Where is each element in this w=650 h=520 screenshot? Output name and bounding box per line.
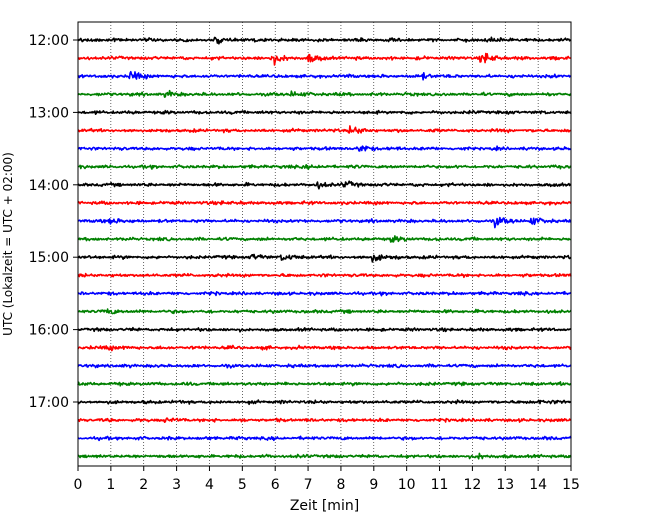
seismogram-trace xyxy=(77,70,572,81)
seismogram-trace xyxy=(77,125,572,134)
seismogram-trace xyxy=(77,36,572,45)
y-tick-label: 17:00 xyxy=(29,395,69,411)
seismogram-trace xyxy=(77,180,572,190)
seismogram-trace xyxy=(77,216,572,229)
seismogram-trace xyxy=(77,200,572,206)
x-tick-label: 14 xyxy=(529,477,547,493)
x-tick-label: 9 xyxy=(369,477,378,493)
seismogram-trace xyxy=(77,290,572,297)
seismogram-trace xyxy=(77,308,572,315)
x-tick-label: 2 xyxy=(139,477,148,493)
x-tick-label: 4 xyxy=(205,477,214,493)
seismogram-trace xyxy=(77,52,572,66)
seismogram-trace xyxy=(77,381,572,387)
x-tick-label: 8 xyxy=(336,477,345,493)
plot-frame xyxy=(77,21,572,467)
seismogram-trace xyxy=(77,435,572,442)
x-tick-label: 6 xyxy=(271,477,280,493)
seismogram-trace xyxy=(77,399,572,406)
y-axis-ticks: 12:00 13:00 14:00 15:00 16:00 17:00 xyxy=(29,33,78,411)
x-tick-label: 3 xyxy=(172,477,181,493)
trace-lines xyxy=(77,36,572,460)
seismogram-trace xyxy=(77,89,572,98)
x-tick-label: 5 xyxy=(238,477,247,493)
x-axis-label: Zeit [min] xyxy=(290,498,359,514)
seismogram-trace xyxy=(77,417,572,424)
y-tick-label: 15:00 xyxy=(29,250,69,266)
y-tick-label: 12:00 xyxy=(29,33,69,49)
seismogram-trace xyxy=(77,452,572,460)
y-tick-label: 16:00 xyxy=(29,323,69,339)
x-tick-label: 0 xyxy=(74,477,83,493)
x-tick-label: 15 xyxy=(562,477,580,493)
grid-lines xyxy=(110,22,539,466)
x-axis-ticks: 0 1 2 3 4 5 6 7 8 9 10 11 12 13 14 15 xyxy=(74,466,580,493)
x-tick-label: 13 xyxy=(496,477,514,493)
seismogram-trace xyxy=(77,253,572,263)
x-tick-label: 1 xyxy=(106,477,115,493)
x-tick-label: 11 xyxy=(431,477,449,493)
seismogram-trace xyxy=(77,164,572,171)
x-tick-label: 7 xyxy=(304,477,313,493)
seismogram-trace xyxy=(77,235,572,243)
seismogram-trace xyxy=(77,363,572,369)
y-axis-label: UTC (Lokalzeit = UTC + 02:00) xyxy=(1,152,15,336)
seismogram-trace xyxy=(77,326,572,333)
x-tick-label: 12 xyxy=(463,477,481,493)
x-tick-label: 10 xyxy=(398,477,416,493)
y-tick-label: 14:00 xyxy=(29,178,69,194)
seismogram-trace xyxy=(77,109,572,115)
seismogram-trace xyxy=(77,272,572,279)
seismogram-trace xyxy=(77,145,572,152)
seismogram-trace xyxy=(77,344,572,352)
y-tick-label: 13:00 xyxy=(29,105,69,121)
